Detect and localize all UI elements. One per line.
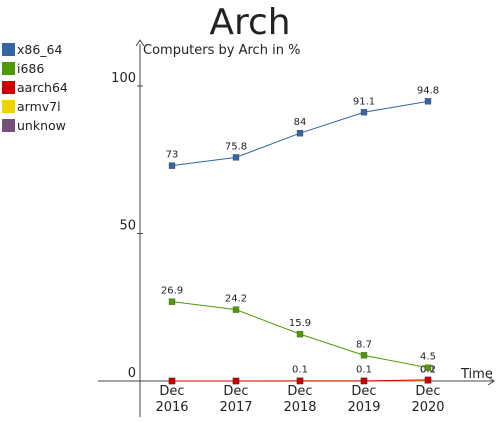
legend-label: armv7l	[17, 99, 61, 114]
y-axis-label: Computers by Arch in %	[143, 43, 300, 58]
data-label: 26.9	[161, 286, 183, 297]
data-point	[169, 299, 175, 305]
data-point	[361, 109, 367, 115]
legend-label: x86_64	[17, 42, 63, 57]
data-point	[425, 377, 431, 383]
data-label: 91.1	[353, 96, 375, 107]
chart-title: Arch	[209, 2, 290, 43]
data-point	[233, 307, 239, 313]
data-label: 73	[166, 150, 179, 161]
series-x86_64: 73 75.8 84 91.1 94.8	[166, 85, 440, 168]
legend-swatch	[2, 119, 15, 132]
legend-swatch	[2, 62, 15, 75]
data-point	[169, 378, 175, 384]
legend-swatch	[2, 100, 15, 113]
data-point	[233, 154, 239, 160]
data-point	[233, 378, 239, 384]
data-point	[361, 352, 367, 358]
data-point	[297, 130, 303, 136]
x-axis-label: Time	[460, 367, 493, 382]
data-label: 4.5	[420, 352, 436, 363]
data-label: 0.1	[292, 365, 308, 376]
series-i686: 26.9 24.2 15.9 8.7 4.5	[161, 286, 436, 371]
legend-swatch	[2, 43, 15, 56]
data-label: 8.7	[356, 339, 372, 350]
data-point	[361, 378, 367, 384]
data-label: 15.9	[289, 318, 311, 329]
legend-swatch	[2, 81, 15, 94]
legend-label: aarch64	[17, 80, 68, 95]
data-label: 0.1	[356, 365, 372, 376]
legend: x86_64 i686 aarch64 armv7l unknow	[2, 42, 68, 133]
y-tick-label: 50	[119, 219, 136, 234]
data-label: 24.2	[225, 294, 247, 305]
series-aarch64	[169, 377, 431, 384]
data-label: 75.8	[225, 141, 247, 152]
data-point	[425, 365, 431, 371]
data-label: 94.8	[417, 85, 439, 96]
series-layer: 0.20.10.10.126.924.215.98.74.57375.88491…	[161, 85, 439, 384]
legend-label: i686	[17, 61, 44, 76]
data-point	[169, 163, 175, 169]
legend-label: unknow	[17, 118, 66, 133]
data-point	[425, 98, 431, 104]
data-label: 84	[294, 117, 307, 128]
y-tick-label: 100	[111, 71, 136, 86]
data-point	[297, 331, 303, 337]
data-point	[297, 378, 303, 384]
y-tick-label: 0	[128, 366, 136, 381]
